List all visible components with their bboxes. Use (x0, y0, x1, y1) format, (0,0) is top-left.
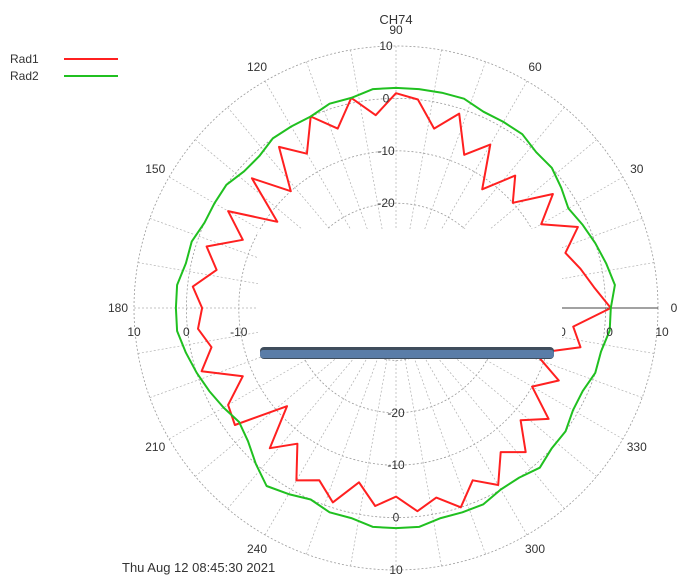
angle-label: 120 (247, 60, 267, 74)
ring-label-bottom: 0 (393, 511, 400, 525)
legend: Rad1 Rad2 (10, 52, 118, 83)
series-line-rad2 (174, 86, 616, 530)
series-layer (174, 86, 616, 530)
ring-label-left: 0 (183, 325, 190, 339)
ring-label-bottom: 10 (389, 563, 403, 577)
angle-label: 150 (145, 162, 165, 176)
timestamp: Thu Aug 12 08:45:30 2021 (122, 560, 276, 575)
ring-label-left: 10 (127, 325, 141, 339)
angle-label: 210 (145, 440, 165, 454)
ring-label-top: 10 (379, 39, 393, 53)
angle-label: 30 (630, 162, 644, 176)
ring-label-bottom: -10 (387, 458, 405, 472)
ring-label-right: 0 (606, 325, 613, 339)
ring-label-right: 10 (655, 325, 669, 339)
series-line-rad1 (191, 92, 612, 513)
ring-label-top: 0 (383, 91, 390, 105)
legend-label: Rad1 (10, 52, 39, 66)
angle-label: 240 (247, 542, 267, 556)
ring-label-left: -10 (230, 325, 248, 339)
angle-label: 0 (671, 301, 678, 315)
angle-label: 330 (627, 440, 647, 454)
angle-label: 60 (528, 60, 542, 74)
ring-label-bottom: -20 (387, 406, 405, 420)
ring-label-top: -20 (377, 196, 395, 210)
legend-label: Rad2 (10, 69, 39, 83)
occluder-edge (260, 350, 554, 358)
chart-title: CH74 (379, 12, 412, 27)
angle-label: 300 (525, 542, 545, 556)
occluder-layer (258, 229, 562, 359)
ring-label-top: -10 (377, 144, 395, 158)
angle-label: 90 (389, 23, 403, 37)
occluder-panel (258, 229, 562, 347)
angle-label: 180 (108, 301, 128, 315)
